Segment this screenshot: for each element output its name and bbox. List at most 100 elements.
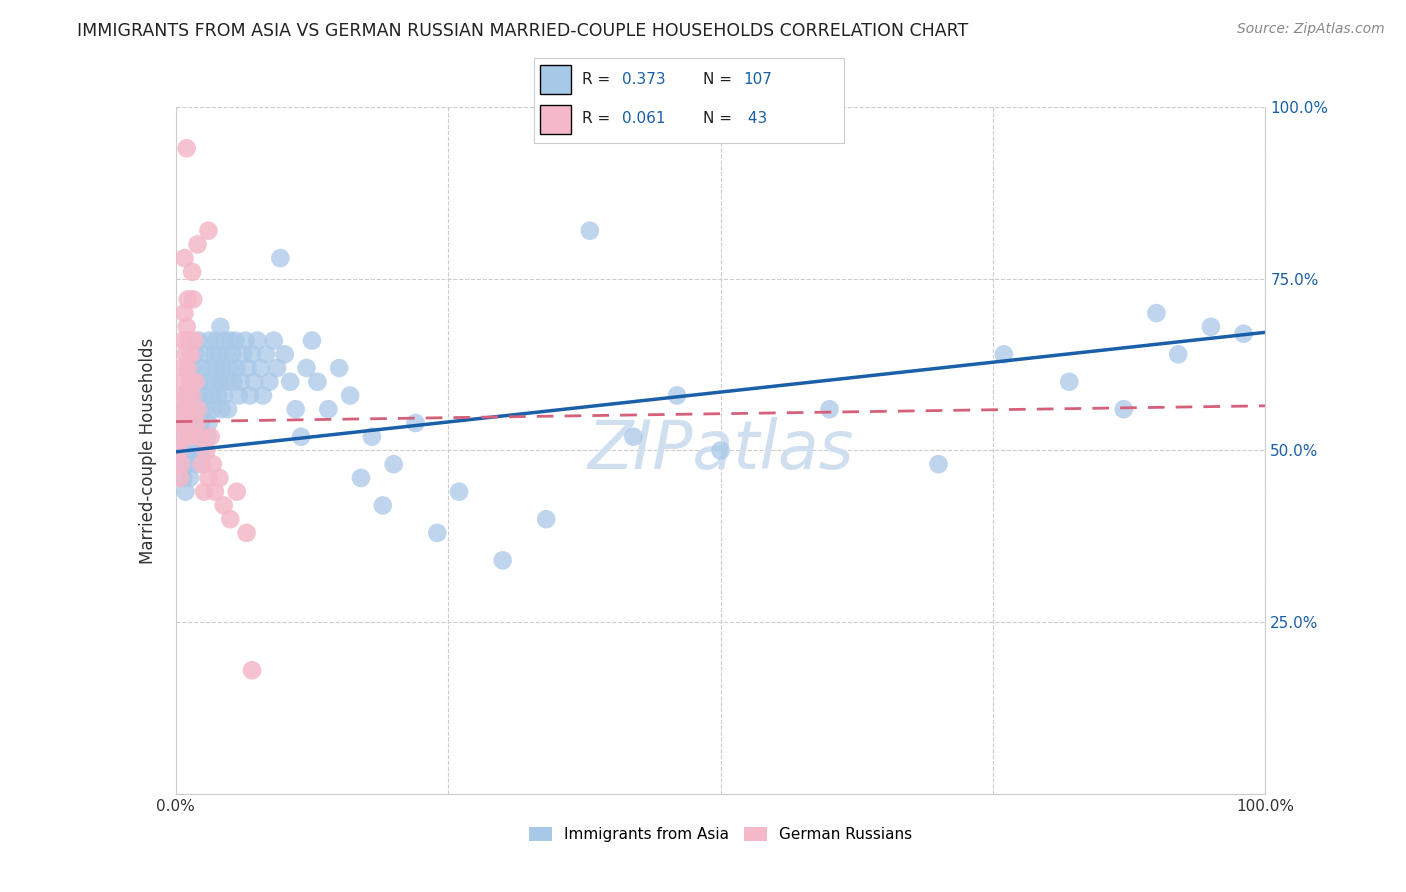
Point xyxy=(179,430,201,444)
Point xyxy=(176,416,198,430)
Point xyxy=(350,471,373,485)
Point xyxy=(169,416,191,430)
Point xyxy=(195,347,218,361)
Text: R =: R = xyxy=(582,112,616,127)
Point xyxy=(172,361,194,376)
Point xyxy=(217,402,239,417)
Point xyxy=(172,430,194,444)
Legend: Immigrants from Asia, German Russians: Immigrants from Asia, German Russians xyxy=(523,821,918,848)
Point xyxy=(235,334,257,348)
Point xyxy=(181,265,204,279)
Point xyxy=(186,457,208,471)
Text: ZIPatlas: ZIPatlas xyxy=(588,417,853,483)
Point xyxy=(208,375,231,389)
Point xyxy=(534,512,557,526)
Point xyxy=(184,375,207,389)
Text: 107: 107 xyxy=(744,71,772,87)
Point xyxy=(447,484,470,499)
Point xyxy=(1167,347,1189,361)
Point xyxy=(176,319,198,334)
Point xyxy=(187,334,209,348)
Point xyxy=(252,388,274,402)
Point xyxy=(239,388,262,402)
Point xyxy=(181,388,204,402)
Point xyxy=(191,457,214,471)
Point xyxy=(231,375,253,389)
Point xyxy=(818,402,841,417)
Point xyxy=(371,499,394,513)
Point xyxy=(212,499,235,513)
FancyBboxPatch shape xyxy=(540,65,571,95)
Point xyxy=(263,334,285,348)
Point xyxy=(278,375,301,389)
Point xyxy=(382,457,405,471)
Point xyxy=(180,375,202,389)
Point xyxy=(173,306,195,320)
Point xyxy=(170,388,193,402)
Point xyxy=(172,334,194,348)
Point xyxy=(1199,319,1222,334)
Point xyxy=(167,430,190,444)
Point xyxy=(197,224,219,238)
Point xyxy=(339,388,361,402)
Point xyxy=(169,471,191,485)
Point xyxy=(249,361,271,376)
Text: N =: N = xyxy=(703,112,737,127)
Point xyxy=(215,375,238,389)
Point xyxy=(211,402,233,417)
Point xyxy=(207,388,229,402)
Point xyxy=(219,334,242,348)
Point xyxy=(993,347,1015,361)
Point xyxy=(174,484,197,499)
Point xyxy=(177,388,200,402)
Point xyxy=(579,224,602,238)
Text: N =: N = xyxy=(703,71,737,87)
Point xyxy=(195,443,218,458)
Point xyxy=(172,402,194,417)
Point xyxy=(225,361,247,376)
Point xyxy=(190,416,212,430)
Point xyxy=(181,409,204,423)
Point xyxy=(167,443,190,458)
Point xyxy=(710,443,733,458)
Y-axis label: Married-couple Households: Married-couple Households xyxy=(139,337,157,564)
Point xyxy=(621,430,644,444)
Point xyxy=(274,347,297,361)
Point xyxy=(205,361,228,376)
Point xyxy=(1057,375,1080,389)
Text: IMMIGRANTS FROM ASIA VS GERMAN RUSSIAN MARRIED-COUPLE HOUSEHOLDS CORRELATION CHA: IMMIGRANTS FROM ASIA VS GERMAN RUSSIAN M… xyxy=(77,22,969,40)
Point xyxy=(181,443,204,458)
Point xyxy=(266,361,288,376)
Point xyxy=(204,375,226,389)
Point xyxy=(200,361,222,376)
Point xyxy=(269,251,291,265)
Point xyxy=(208,347,231,361)
Point xyxy=(170,457,193,471)
Point xyxy=(318,402,340,417)
Point xyxy=(188,430,211,444)
Point xyxy=(295,361,318,376)
Point xyxy=(176,443,198,458)
Point xyxy=(205,334,228,348)
Point xyxy=(186,416,208,430)
Point xyxy=(219,361,242,376)
Point xyxy=(200,430,222,444)
Point xyxy=(180,347,202,361)
Point xyxy=(301,334,323,348)
Point xyxy=(208,471,231,485)
Point xyxy=(240,663,263,677)
Point xyxy=(183,402,205,417)
Point xyxy=(1232,326,1256,341)
Point xyxy=(177,430,200,444)
Point xyxy=(174,347,197,361)
Point xyxy=(176,141,198,155)
Point xyxy=(186,388,209,402)
Point xyxy=(222,375,245,389)
Point xyxy=(284,402,307,417)
Point xyxy=(188,375,211,389)
Point xyxy=(170,457,193,471)
Point xyxy=(191,443,214,458)
Point xyxy=(240,347,263,361)
Point xyxy=(195,430,218,444)
Point xyxy=(201,388,224,402)
